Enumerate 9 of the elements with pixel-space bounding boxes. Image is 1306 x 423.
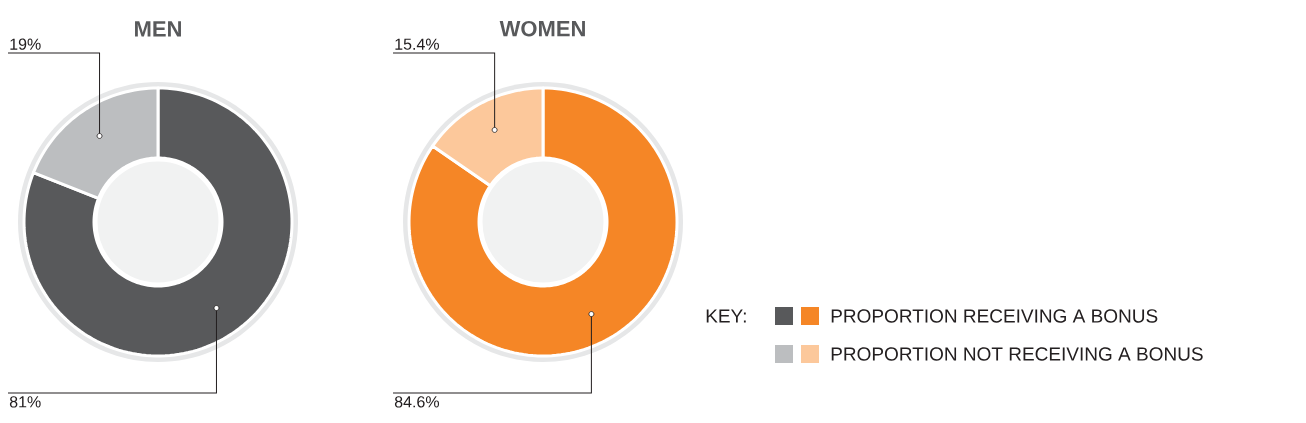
data-label: 15.4% [395, 38, 440, 50]
legend-title: KEY: [706, 309, 746, 323]
chart-title: WOMEN [499, 20, 585, 37]
legend-label: PROPORTION NOT RECEIVING A BONUS [831, 347, 1203, 361]
chart-title: MEN [135, 21, 181, 37]
data-label: 19% [10, 38, 41, 50]
data-label: 81% [9, 396, 41, 408]
legend-label: PROPORTION RECEIVING A BONUS [831, 309, 1158, 323]
data-label: 84.6% [394, 396, 440, 408]
